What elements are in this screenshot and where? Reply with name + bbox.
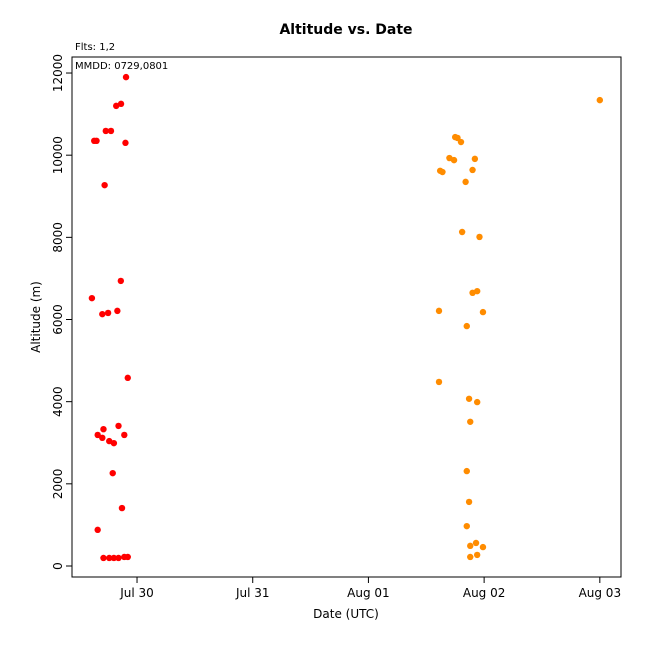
- data-point: [94, 526, 101, 534]
- data-point: [117, 277, 125, 285]
- data-point: [121, 431, 128, 439]
- x-axis-label: Date (UTC): [313, 607, 379, 621]
- data-point: [93, 137, 100, 145]
- data-point: [476, 233, 483, 241]
- data-point: [473, 398, 481, 406]
- data-point: [124, 374, 131, 382]
- data-point: [465, 498, 473, 506]
- plot-frame: [71, 56, 622, 578]
- data-point: [107, 127, 115, 135]
- data-point: [101, 181, 108, 189]
- data-point: [104, 309, 112, 317]
- data-point: [110, 554, 118, 562]
- x-tick-label: Aug 02: [463, 586, 506, 600]
- data-point: [463, 322, 470, 330]
- x-tick-label: Aug 01: [347, 586, 390, 600]
- data-point: [102, 127, 109, 135]
- data-point: [114, 307, 121, 315]
- data-point: [109, 469, 116, 477]
- data-point: [473, 287, 481, 295]
- data-point: [117, 100, 125, 108]
- data-point: [467, 418, 474, 425]
- data-point: [122, 73, 130, 81]
- y-tick-label: 0: [51, 562, 65, 570]
- y-tick-label: 6000: [51, 304, 65, 335]
- data-point: [479, 543, 487, 551]
- data-point: [472, 539, 480, 547]
- data-point: [596, 96, 604, 104]
- data-point: [435, 378, 443, 386]
- data-point: [450, 156, 458, 164]
- chart-title: Altitude vs. Date: [279, 22, 412, 38]
- annotation: Flts: 1,2: [75, 42, 115, 53]
- x-tick-label: Jul 30: [119, 586, 154, 600]
- data-point: [435, 307, 443, 315]
- data-point: [467, 553, 474, 561]
- annotation: MMDD: 0729,0801: [75, 61, 168, 72]
- data-point: [469, 166, 476, 174]
- data-point: [122, 139, 129, 147]
- data-point: [124, 553, 131, 561]
- data-point: [458, 228, 466, 236]
- y-tick-label: 12000: [51, 54, 65, 92]
- x-tick-label: Aug 03: [579, 586, 622, 600]
- data-point: [118, 504, 126, 512]
- data-point: [115, 554, 122, 562]
- data-point: [100, 554, 107, 562]
- data-point: [99, 434, 106, 442]
- data-point: [463, 522, 470, 530]
- data-point: [462, 178, 469, 186]
- data-point: [88, 294, 96, 302]
- x-tick-label: Jul 31: [235, 586, 270, 600]
- data-point: [467, 542, 474, 550]
- y-tick-label: 2000: [51, 469, 65, 500]
- data-point: [94, 431, 101, 439]
- y-tick-label: 8000: [51, 222, 65, 253]
- data-point: [465, 395, 473, 402]
- data-point: [106, 554, 113, 562]
- y-axis-label: Altitude (m): [29, 281, 43, 353]
- y-tick-label: 4000: [51, 386, 65, 417]
- y-tick-label: 10000: [51, 136, 65, 174]
- data-point: [110, 439, 118, 447]
- data-point: [471, 155, 479, 163]
- data-point: [463, 467, 470, 475]
- data-point: [100, 425, 107, 433]
- data-point: [99, 310, 106, 318]
- data-point: [457, 138, 465, 146]
- data-point: [473, 551, 481, 559]
- data-point: [112, 102, 120, 110]
- data-point: [479, 308, 487, 316]
- data-point: [115, 422, 122, 430]
- data-point: [439, 168, 446, 176]
